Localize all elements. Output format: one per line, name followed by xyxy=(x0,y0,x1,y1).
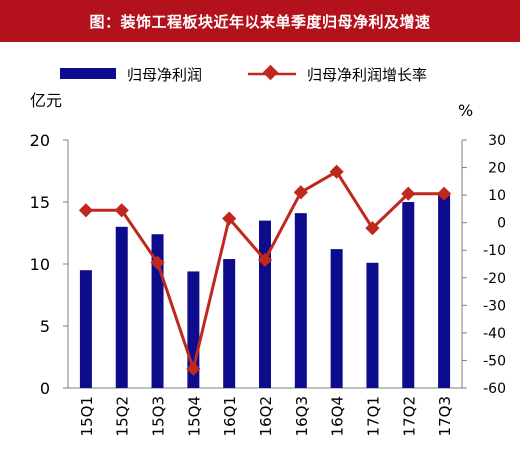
growth-point-15Q3 xyxy=(150,255,165,270)
x-tick-label: 15Q1 xyxy=(78,396,96,436)
legend: 归母净利润 归母净利润增长率 xyxy=(60,64,427,84)
x-tick-label: 17Q1 xyxy=(364,396,382,436)
x-tick-label: 17Q2 xyxy=(400,396,418,436)
x-tick-label: 17Q3 xyxy=(436,396,454,436)
right-tick-label: 30 xyxy=(488,133,506,149)
bar-15Q2 xyxy=(115,226,128,388)
bar-16Q4 xyxy=(330,249,343,388)
bar-series xyxy=(79,193,451,388)
bar-17Q3 xyxy=(438,193,451,388)
left-tick-label: 15 xyxy=(30,193,50,212)
growth-point-16Q4 xyxy=(329,164,344,179)
x-tick-label: 16Q1 xyxy=(221,396,239,436)
right-tick-label: -50 xyxy=(483,353,506,369)
right-tick-label: -60 xyxy=(483,381,506,397)
legend-line-marker xyxy=(262,64,279,81)
left-tick-label: 10 xyxy=(30,255,50,274)
chart-title-banner: 图：装饰工程板块近年以来单季度归母净利及增速 xyxy=(0,0,520,42)
bar-17Q2 xyxy=(402,202,415,388)
growth-point-16Q1 xyxy=(222,211,237,226)
right-axis-ticks: 30 20 10 0 -10 -20 -30 -40 -50 -60 xyxy=(462,133,506,397)
growth-point-16Q3 xyxy=(293,185,308,200)
bar-16Q3 xyxy=(294,213,307,388)
x-tick-label: 15Q3 xyxy=(150,396,168,436)
growth-point-17Q3 xyxy=(437,186,452,201)
growth-point-15Q1 xyxy=(78,203,93,218)
left-axis-unit: 亿元 xyxy=(30,91,62,110)
growth-point-17Q2 xyxy=(401,186,416,201)
growth-point-16Q2 xyxy=(257,252,273,267)
growth-point-17Q1 xyxy=(365,221,380,236)
growth-point-15Q4 xyxy=(186,361,201,376)
right-tick-label: -20 xyxy=(483,271,506,287)
right-tick-label: 0 xyxy=(497,216,506,232)
right-tick-label: -40 xyxy=(483,326,506,342)
x-tick-label: 15Q4 xyxy=(185,396,203,436)
left-tick-label: 0 xyxy=(40,379,50,398)
legend-bar-label: 归母净利润 xyxy=(127,66,202,84)
right-tick-label: 20 xyxy=(488,161,506,177)
bar-17Q1 xyxy=(366,262,379,388)
left-axis-ticks: 0 5 10 15 20 xyxy=(30,131,68,398)
x-axis-labels: 15Q1 15Q2 15Q3 15Q4 16Q1 16Q2 16Q3 16Q4 17Q1 17Q2… xyxy=(78,396,454,436)
right-tick-label: 10 xyxy=(488,188,506,204)
legend-line-label: 归母净利润增长率 xyxy=(307,66,427,84)
right-tick-label: -10 xyxy=(483,243,506,259)
bar-15Q1 xyxy=(79,270,92,388)
x-tick-label: 16Q2 xyxy=(257,396,275,436)
right-axis-unit: % xyxy=(458,101,473,120)
legend-bar-swatch xyxy=(60,68,116,79)
bar-16Q2 xyxy=(259,220,271,388)
left-tick-label: 20 xyxy=(30,131,50,150)
x-tick-label: 16Q3 xyxy=(293,396,311,436)
right-tick-label: -30 xyxy=(483,298,506,314)
x-tick-label: 16Q4 xyxy=(329,396,347,436)
bar-16Q1 xyxy=(223,259,236,388)
x-tick-label: 15Q2 xyxy=(114,396,132,436)
left-tick-label: 5 xyxy=(40,317,50,336)
chart-title: 图：装饰工程板块近年以来单季度归母净利及增速 xyxy=(89,12,431,31)
